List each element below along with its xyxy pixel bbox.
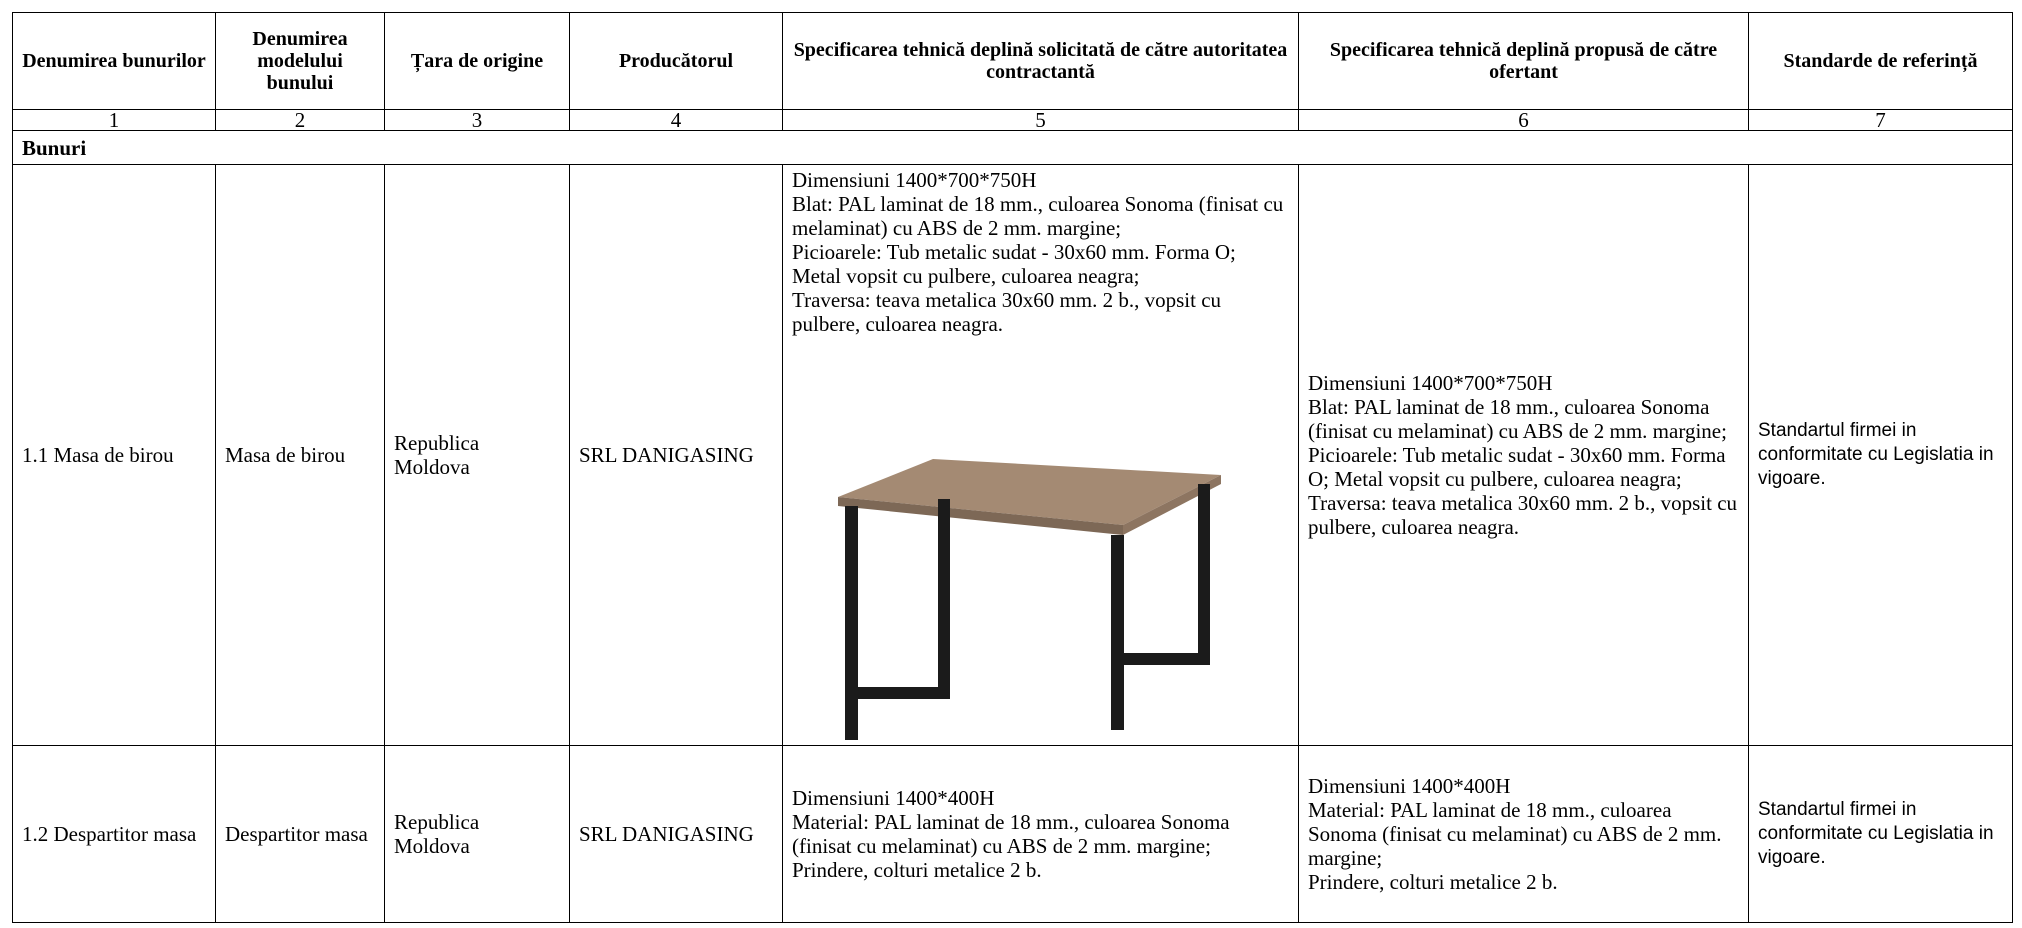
- spec-line: Dimensiuni 1400*700*750H: [1308, 371, 1553, 395]
- section-label: Bunuri: [12, 130, 2013, 165]
- standard-cell: Standartul firmei in conformitate cu Leg…: [1748, 164, 2013, 746]
- spec-line: Material: PAL laminat de 18 mm., culoare…: [792, 810, 1230, 858]
- spec-line: Dimensiuni 1400*400H: [792, 786, 995, 810]
- item-row: 1.1 Masa de birou Masa de birou Republica …: [12, 164, 2013, 746]
- column-number: 3: [384, 109, 570, 131]
- spec-line: Material: PAL laminat de 18 mm., culoare…: [1308, 798, 1722, 870]
- spec-line: Picioarele: Tub metalic sudat - 30x60 mm…: [1308, 443, 1726, 491]
- spec-line: Traversa: teava metalica 30x60 mm. 2 b.,…: [1308, 491, 1738, 539]
- standard-cell: Standartul firmei in conformitate cu Leg…: [1748, 745, 2013, 923]
- spec-line: Prindere, colturi metalice 2 b.: [1308, 870, 1558, 894]
- spec-table: Denumirea bunurilor Denumirea modelului b…: [12, 12, 2013, 923]
- item-row: 1.2 Despartitor masa Despartitor masa Repu…: [12, 745, 2013, 923]
- header-cell: Specificarea tehnică deplină solicitată …: [782, 12, 1299, 110]
- spec-line: Blat: PAL laminat de 18 mm., culoarea So…: [792, 192, 1284, 240]
- item-cell: Despartitor masa: [215, 745, 385, 923]
- spec-line: Traversa: teava metalica 30x60 mm. 2 b.,…: [792, 288, 1222, 336]
- column-number: 6: [1298, 109, 1749, 131]
- item-cell: 1.2 Despartitor masa: [12, 745, 216, 923]
- spec-line: Prindere, colturi metalice 2 b.: [792, 858, 1042, 882]
- requested-spec: Dimensiuni 1400*400H Material: PAL lamina…: [782, 745, 1299, 923]
- spec-line: Dimensiuni 1400*400H: [1308, 774, 1511, 798]
- header-cell: Țara de origine: [384, 12, 570, 110]
- header-cell: Denumirea bunurilor: [12, 12, 216, 110]
- item-cell: Masa de birou: [215, 164, 385, 746]
- item-cell: Republica Moldova: [384, 745, 570, 923]
- column-number: 1: [12, 109, 216, 131]
- header-cell: Standarde de referință: [1748, 12, 2013, 110]
- item-cell: SRL DANIGASING: [569, 164, 783, 746]
- column-number: 5: [782, 109, 1299, 131]
- header-cell: Denumirea modelului bunului: [215, 12, 385, 110]
- column-number: 4: [569, 109, 783, 131]
- item-cell: 1.1 Masa de birou: [12, 164, 216, 746]
- header-cell: Producătorul: [569, 12, 783, 110]
- table-body: Denumirea bunurilor Denumirea modelului b…: [12, 12, 2013, 923]
- item-cell: Republica Moldova: [384, 164, 570, 746]
- column-number: 7: [1748, 109, 2013, 131]
- spec-line: Picioarele: Tub metalic sudat - 30x60 mm…: [792, 240, 1236, 288]
- column-number: 2: [215, 109, 385, 131]
- header-row: Denumirea bunurilor Denumirea modelului b…: [12, 12, 2013, 110]
- section-row: Bunuri: [12, 130, 2013, 165]
- proposed-spec: Dimensiuni 1400*400H Material: PAL lamina…: [1298, 745, 1749, 923]
- spec-line: Dimensiuni 1400*700*750H: [792, 168, 1037, 192]
- proposed-spec: Dimensiuni 1400*700*750H Blat: PAL lamina…: [1298, 164, 1749, 746]
- header-cell: Specificarea tehnică deplină propusă de …: [1298, 12, 1749, 110]
- item-cell: SRL DANIGASING: [569, 745, 783, 923]
- spec-line: Blat: PAL laminat de 18 mm., culoarea So…: [1308, 395, 1727, 443]
- requested-spec: Dimensiuni 1400*700*750H Blat: PAL lamina…: [782, 164, 1299, 746]
